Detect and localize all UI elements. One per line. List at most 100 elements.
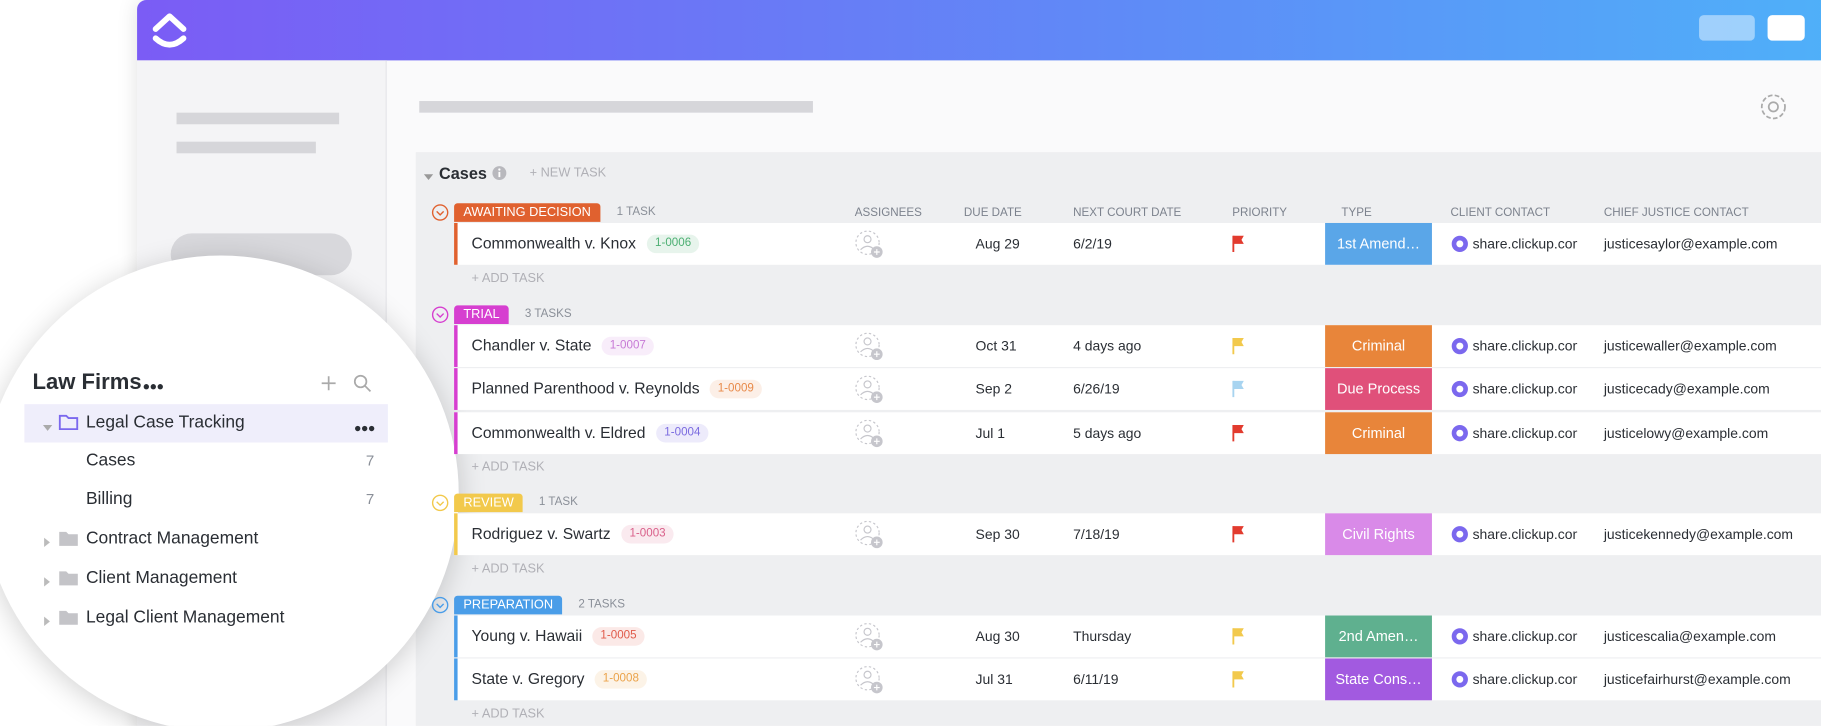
assignee-icon	[855, 230, 885, 260]
task-type: Civil Rights	[1325, 513, 1432, 556]
more-dots	[353, 418, 379, 432]
add-task-button[interactable]: + ADD TASK	[471, 706, 545, 721]
task-name[interactable]: Rodriguez v. Swartz	[471, 524, 611, 543]
chief-justice-contact: justicefairhurst@example.com	[1603, 671, 1791, 688]
priority-flag-graphic	[1232, 424, 1244, 441]
task-row[interactable]	[454, 368, 1821, 410]
task-type: State Cons…	[1325, 658, 1432, 701]
sidebar-item[interactable]: Contract Management	[85, 528, 259, 549]
contact-icon	[1451, 670, 1470, 689]
search-icon-graphic	[353, 374, 372, 392]
column-header: TYPE	[1341, 206, 1372, 220]
task-name[interactable]: State v. Gregory	[471, 670, 585, 688]
sidebar-item[interactable]: Legal Client Management	[85, 607, 285, 628]
priority-flag	[1231, 525, 1247, 544]
task-id: 1-0008	[594, 670, 648, 689]
folder-icon-graphic	[59, 571, 78, 586]
task-name[interactable]: Young v. Hawaii	[471, 626, 583, 644]
task-row[interactable]	[454, 658, 1821, 701]
assignee-icon	[855, 419, 885, 449]
next-court-date: Thursday	[1073, 627, 1132, 644]
assignee-icon	[855, 375, 885, 405]
priority-flag	[1231, 670, 1247, 689]
group-toggle	[431, 203, 450, 222]
info-icon	[491, 165, 507, 181]
search-icon	[353, 374, 372, 393]
due-date: Oct 31	[975, 337, 1017, 354]
task-row[interactable]	[454, 411, 1821, 454]
task-id: 1-0009	[709, 379, 763, 399]
assignee-icon-graphic	[855, 230, 883, 258]
sidebar-item[interactable]: Billing	[85, 488, 133, 509]
chief-justice-contact: justicesaylor@example.com	[1603, 235, 1778, 253]
task-id: 1-0006	[646, 234, 700, 254]
next-court-date: 7/18/19	[1073, 526, 1120, 543]
logo[interactable]	[151, 9, 188, 51]
settings-icon[interactable]	[1758, 92, 1788, 122]
status-pill: PREPARATION	[454, 595, 563, 614]
client-contact: share.clickup.com	[1472, 337, 1578, 354]
top-button[interactable]	[1767, 15, 1805, 41]
collapsed-caret-graphic	[44, 616, 50, 626]
sidebar-item[interactable]: Cases	[85, 450, 136, 471]
task-name[interactable]: Commonwealth v. Knox	[471, 234, 636, 253]
task-id: 1-0005	[592, 626, 645, 646]
task-row[interactable]	[454, 324, 1821, 367]
next-court-date: 6/26/19	[1073, 380, 1120, 398]
placeholder	[419, 101, 813, 113]
contact-icon	[1451, 627, 1470, 646]
group-toggle	[431, 305, 450, 324]
task-row[interactable]	[454, 513, 1821, 556]
task-count: 2 TASKS	[578, 597, 626, 611]
contact-icon	[1451, 380, 1470, 399]
selected-row[interactable]	[24, 404, 388, 443]
collapsed-caret	[43, 612, 52, 626]
assignee-icon	[855, 520, 885, 550]
info-icon-graphic	[492, 166, 507, 181]
top-button[interactable]	[1699, 15, 1755, 41]
task-count: 3 TASKS	[524, 307, 572, 320]
folder-icon	[58, 609, 79, 626]
add-task-button[interactable]: + ADD TASK	[471, 561, 545, 576]
folder-icon-graphic	[58, 414, 79, 431]
priority-flag	[1231, 336, 1247, 355]
group-toggle-graphic	[431, 204, 449, 221]
next-court-date: 6/11/19	[1073, 671, 1119, 688]
add-task-button[interactable]: + ADD TASK	[471, 459, 545, 474]
sidebar-item[interactable]: Legal Case Tracking	[85, 412, 245, 433]
priority-flag-graphic	[1232, 627, 1244, 644]
status-pill: TRIAL	[454, 304, 509, 324]
due-date: Jul 31	[975, 671, 1013, 688]
task-type: Criminal	[1325, 411, 1432, 454]
sidebar-item[interactable]: Client Management	[85, 567, 238, 588]
collapsed-caret	[43, 573, 52, 587]
task-row[interactable]	[454, 614, 1821, 657]
task-id: 1-0007	[601, 336, 655, 355]
chief-justice-contact: justicekennedy@example.com	[1603, 526, 1794, 543]
contact-icon-graphic	[1451, 380, 1468, 398]
task-row[interactable]	[454, 222, 1821, 265]
folder-icon-graphic	[59, 531, 78, 546]
chief-justice-contact: justicelowy@example.com	[1603, 424, 1769, 441]
priority-flag	[1231, 627, 1247, 646]
new-task-button[interactable]: + NEW TASK	[529, 166, 607, 181]
task-name[interactable]: Planned Parenthood v. Reynolds	[471, 379, 700, 398]
due-date: Sep 30	[975, 526, 1020, 543]
collapsed-caret-graphic	[44, 537, 50, 547]
collapse-caret	[423, 167, 435, 181]
contact-icon-graphic	[1451, 627, 1468, 644]
task-type: Criminal	[1325, 324, 1432, 367]
task-name[interactable]: Chandler v. State	[471, 336, 592, 354]
item-count: 7	[365, 451, 375, 470]
add-task-button[interactable]: + ADD TASK	[471, 271, 545, 286]
column-header: CHIEF JUSTICE CONTACT	[1603, 206, 1749, 220]
placeholder	[176, 112, 340, 125]
assignee-icon	[855, 665, 885, 695]
more-dots-graphic	[355, 425, 375, 432]
top-bar	[137, 0, 1821, 61]
task-name[interactable]: Commonwealth v. Eldred	[471, 423, 646, 441]
priority-flag-graphic	[1232, 526, 1244, 543]
contact-icon	[1451, 423, 1470, 442]
column-header: NEXT COURT DATE	[1073, 206, 1182, 220]
